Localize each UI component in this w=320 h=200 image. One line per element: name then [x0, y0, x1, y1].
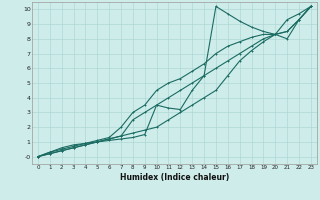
X-axis label: Humidex (Indice chaleur): Humidex (Indice chaleur) [120, 173, 229, 182]
